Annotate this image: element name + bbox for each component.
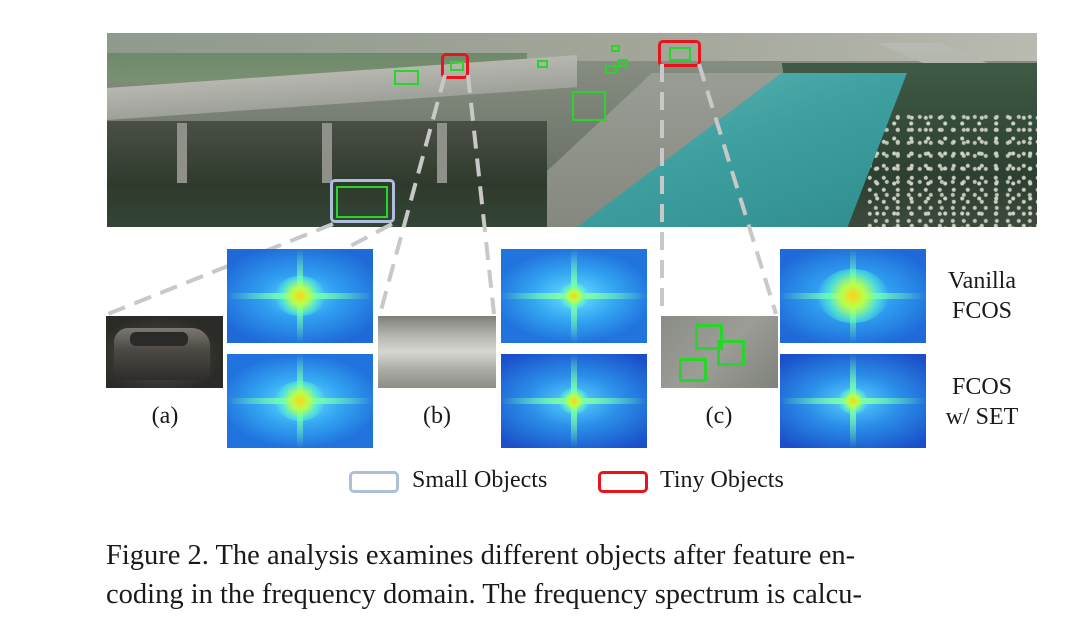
bridge-pillar	[177, 123, 187, 183]
method-line: Vanilla	[948, 268, 1016, 294]
detection-box	[605, 65, 617, 74]
flower-field-region	[867, 113, 1037, 227]
spectrum-c-set	[780, 354, 926, 448]
detection-box	[450, 61, 464, 71]
spectrum-c-vanilla	[780, 249, 926, 343]
legend-swatch-small	[349, 471, 399, 493]
zoom-line-a-left	[107, 222, 334, 316]
detection-box	[537, 60, 548, 68]
panel-label-a: (a)	[151, 403, 179, 429]
zoom-line-b-right	[466, 74, 496, 315]
figure-caption-line-1: Figure 2. The analysis examines differen…	[106, 540, 856, 571]
zoom-line-c-right	[697, 63, 778, 315]
spectrum-b-vanilla	[501, 249, 647, 343]
method-line: w/ SET	[945, 404, 1019, 430]
crop-tiny-object-b	[378, 316, 496, 388]
car-window-shape	[130, 332, 188, 346]
zoom-line-b-left	[378, 74, 447, 315]
detection-box	[695, 324, 723, 350]
detection-box	[336, 186, 388, 218]
detection-box	[717, 340, 745, 366]
detection-box	[394, 70, 419, 85]
legend-label-small: Small Objects	[412, 467, 548, 493]
detection-box	[618, 59, 628, 67]
spectrum-b-set	[501, 354, 647, 448]
figure-caption-line-2: coding in the frequency domain. The freq…	[106, 579, 863, 610]
legend-swatch-tiny	[598, 471, 648, 493]
tiny-object-highlight-b	[441, 53, 469, 79]
legend-label-tiny: Tiny Objects	[660, 467, 784, 493]
bridge-pillar	[437, 123, 447, 183]
bridge-pillar	[322, 123, 332, 183]
method-label-set: FCOS w/ SET	[927, 372, 1037, 432]
detection-box	[572, 91, 606, 121]
tiny-object-highlight-c	[658, 40, 701, 67]
small-object-highlight-a	[330, 179, 395, 223]
panel-label-b: (b)	[423, 403, 451, 429]
method-line: FCOS	[951, 374, 1013, 400]
method-label-vanilla: Vanilla FCOS	[927, 266, 1037, 326]
crop-small-object-a	[106, 316, 223, 388]
spectrum-a-vanilla	[227, 249, 373, 343]
detection-box	[669, 47, 691, 61]
panel-label-c: (c)	[705, 403, 733, 429]
method-line: FCOS	[951, 298, 1013, 324]
crop-tiny-object-c	[661, 316, 778, 388]
detection-box	[611, 45, 620, 52]
spectrum-a-set	[227, 354, 373, 448]
detection-box	[679, 358, 707, 382]
